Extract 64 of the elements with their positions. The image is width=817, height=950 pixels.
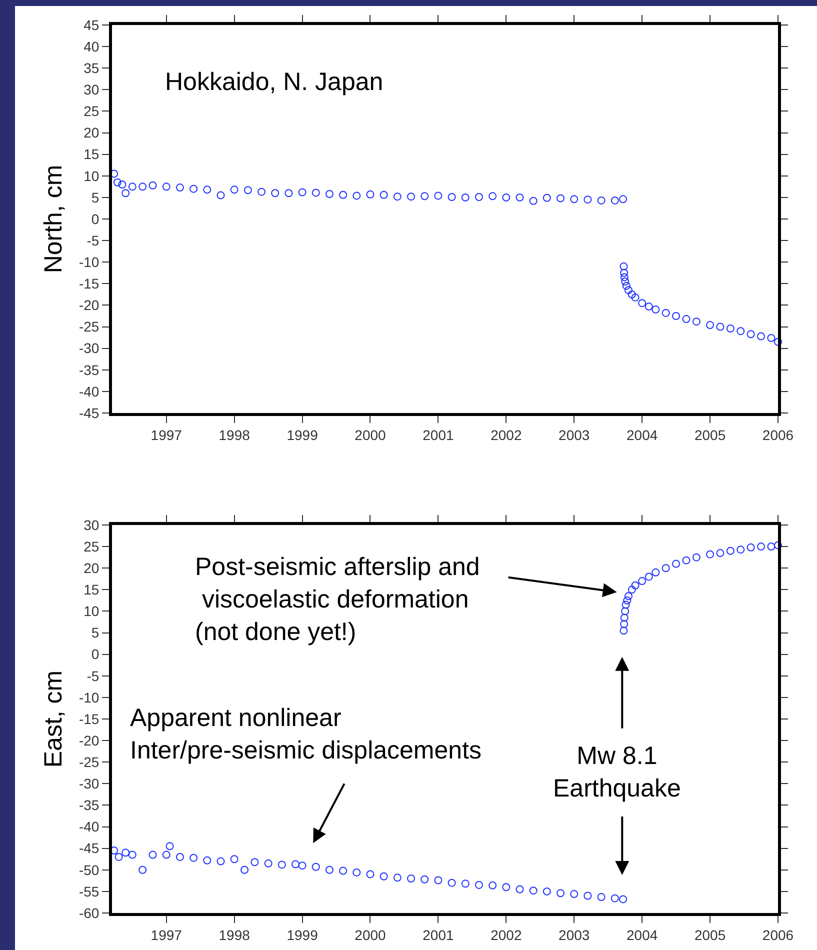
y-tick-label: -40 <box>78 383 100 400</box>
y-tick-label: 5 <box>91 624 100 641</box>
y-axis-title: North, cm <box>40 164 68 274</box>
y-tick-label: 30 <box>84 82 100 98</box>
x-tick-label: 1997 <box>150 926 182 943</box>
y-tick-label: 0 <box>91 210 100 227</box>
x-tick-label: 2001 <box>422 426 454 443</box>
y-tick-label: -20 <box>78 732 100 748</box>
x-tick-label: 2004 <box>626 926 658 943</box>
y-tick-label: 20 <box>84 124 100 141</box>
y-tick-label: 45 <box>84 16 100 33</box>
y-tick-label: 25 <box>84 538 100 554</box>
y-tick-label: -10 <box>78 689 100 706</box>
y-tick-label: -15 <box>78 710 100 727</box>
x-tick-label: 2005 <box>694 426 726 443</box>
y-tick-label: -45 <box>78 840 100 856</box>
y-tick-label: 40 <box>84 38 100 54</box>
x-tick-label: 2006 <box>762 426 794 443</box>
annotation: Hokkaido, N. Japan <box>165 68 384 96</box>
x-tick-label: 2003 <box>558 926 590 943</box>
y-tick-label: -45 <box>78 404 100 421</box>
x-tick-label: 2001 <box>422 926 454 943</box>
x-tick-label: 2000 <box>354 426 386 443</box>
y-tick-label: -50 <box>78 862 100 878</box>
y-tick-label: -30 <box>78 340 100 356</box>
y-tick-label: -10 <box>78 254 100 270</box>
x-tick-label: 2006 <box>762 926 794 943</box>
x-tick-label: 2002 <box>490 926 522 943</box>
y-tick-label: 35 <box>84 60 100 76</box>
y-tick-label: -60 <box>78 904 100 921</box>
y-tick-label: -5 <box>86 232 100 248</box>
annotation: Post-seismic afterslip and viscoelastic deformation (not done yet!) <box>195 553 480 646</box>
x-tick-label: 2003 <box>558 426 590 443</box>
y-tick-label: -40 <box>78 818 100 835</box>
y-tick-label: 10 <box>84 603 100 620</box>
y-tick-label: 10 <box>84 168 100 184</box>
annotation: Mw 8.1 Earthquake <box>553 742 681 802</box>
y-tick-label: -25 <box>78 318 100 335</box>
y-axis-title: East, cm <box>40 670 68 768</box>
y-tick-label: 25 <box>84 103 100 120</box>
x-tick-label: 1998 <box>218 426 250 443</box>
x-tick-label: 2002 <box>490 426 522 443</box>
x-tick-label: 2000 <box>354 926 386 943</box>
annotation: Apparent nonlinear Inter/pre-seismic displacements <box>130 704 482 764</box>
y-tick-label: -15 <box>78 276 100 292</box>
y-tick-label: 15 <box>84 582 100 598</box>
y-tick-label: 15 <box>84 146 100 162</box>
y-tick-label: 5 <box>91 189 100 206</box>
x-tick-label: 2005 <box>694 926 726 943</box>
x-tick-label: 2004 <box>626 426 658 443</box>
y-tick-label: -35 <box>78 797 100 814</box>
y-tick-label: -30 <box>78 776 100 792</box>
y-tick-label: 20 <box>84 560 100 576</box>
x-tick-label: 1999 <box>286 426 318 443</box>
y-tick-label: -25 <box>78 754 100 770</box>
x-tick-label: 1997 <box>150 426 182 443</box>
y-tick-label: -20 <box>78 297 100 314</box>
x-tick-label: 1999 <box>286 926 318 943</box>
y-tick-label: -55 <box>78 883 100 900</box>
y-tick-label: -5 <box>86 668 100 684</box>
x-tick-label: 1998 <box>218 926 250 943</box>
y-tick-label: 0 <box>91 646 100 662</box>
y-tick-label: 30 <box>84 516 100 533</box>
y-tick-label: -35 <box>78 362 100 378</box>
